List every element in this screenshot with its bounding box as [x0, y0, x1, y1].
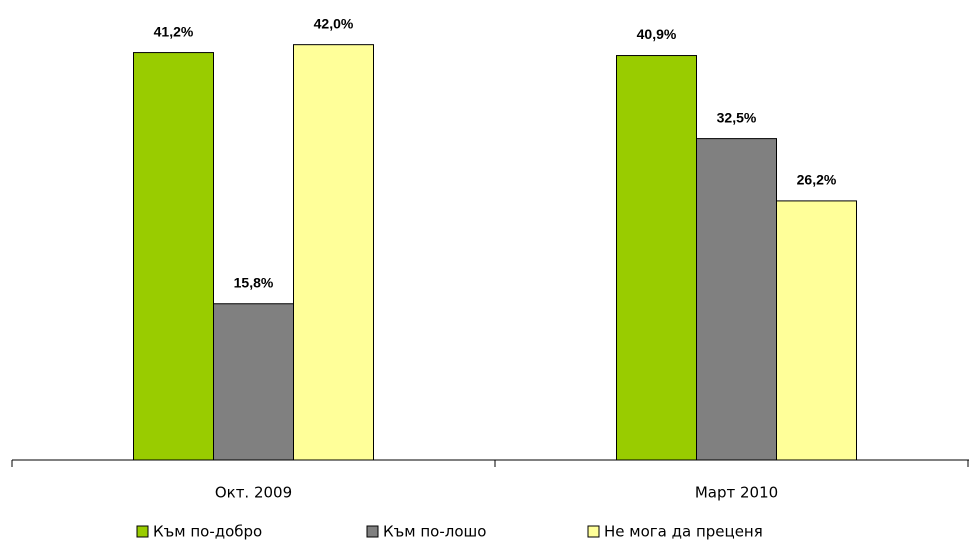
- data-label: 32,5%: [717, 109, 757, 125]
- bar: [776, 200, 857, 461]
- legend-label: Към по-добро: [153, 523, 262, 541]
- data-label: 41,2%: [154, 23, 194, 39]
- bar: [696, 138, 777, 461]
- x-tick-label: Окт. 2009: [215, 484, 292, 502]
- bar: [213, 303, 294, 461]
- legend-label: Не мога да преценя: [604, 523, 763, 541]
- data-label: 42,0%: [314, 15, 354, 31]
- legend-label: Към по-лошо: [383, 523, 486, 541]
- legend-swatch: [136, 525, 149, 538]
- data-label: 26,2%: [797, 172, 837, 188]
- x-tick-label: Март 2010: [695, 484, 778, 502]
- bar: [293, 44, 374, 461]
- data-label: 40,9%: [637, 26, 677, 42]
- legend-swatch: [366, 525, 379, 538]
- bar: [133, 52, 214, 461]
- data-label: 15,8%: [234, 274, 274, 290]
- legend-swatch: [587, 525, 600, 538]
- bar: [616, 55, 697, 461]
